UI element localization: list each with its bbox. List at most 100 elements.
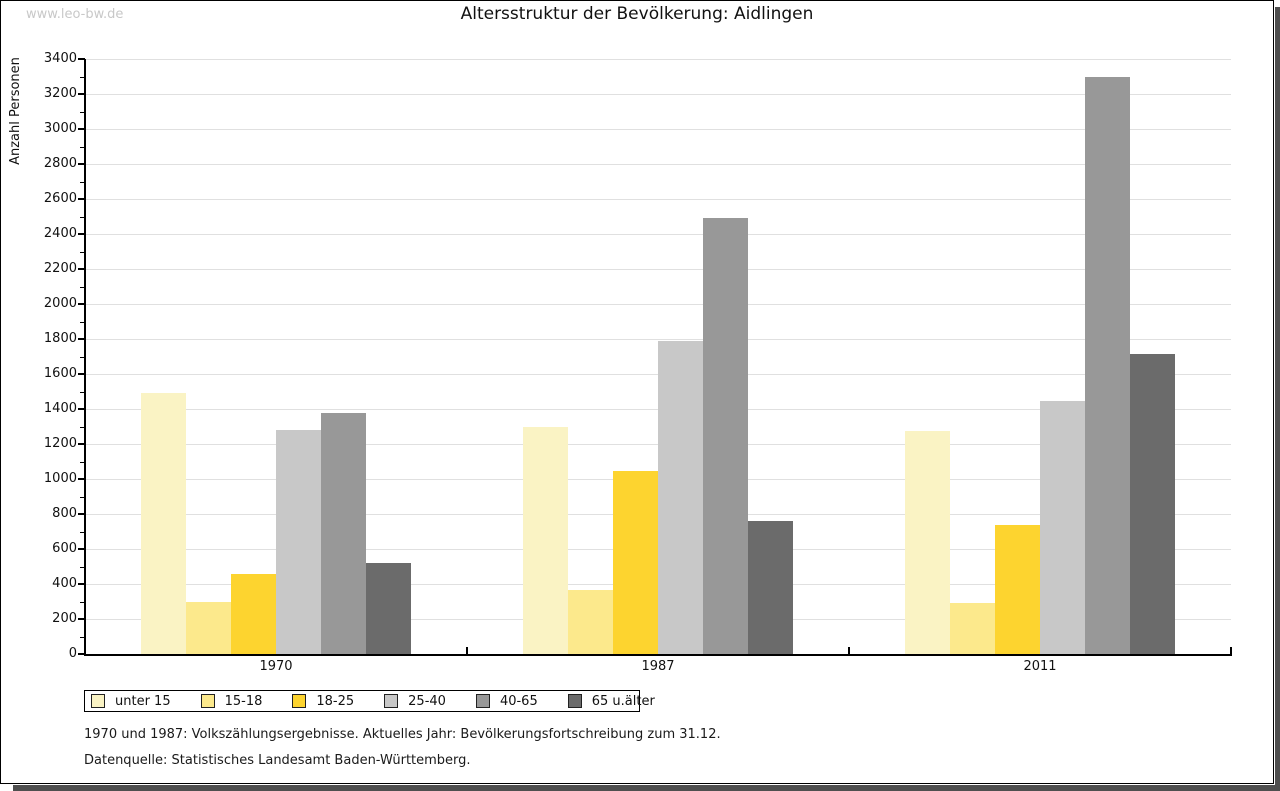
y-tick-label-1600: 1600 xyxy=(43,366,77,381)
y-axis-line xyxy=(84,59,86,656)
legend-item-unter-15: unter 15 xyxy=(91,694,171,709)
y-minor-tick-2900 xyxy=(80,146,85,148)
bar-2011-15-18 xyxy=(950,603,995,654)
y-tick-1400 xyxy=(78,408,85,410)
y-tick-3000 xyxy=(78,128,85,130)
legend-item-25-40: 25-40 xyxy=(384,694,446,709)
footnote-line-2: Datenquelle: Statistisches Landesamt Bad… xyxy=(84,753,471,768)
y-minor-tick-900 xyxy=(80,496,85,498)
y-minor-tick-3100 xyxy=(80,111,85,113)
bar-1970-25-40 xyxy=(276,430,321,654)
legend-label: 25-40 xyxy=(408,693,446,709)
x-category-label-1987: 1987 xyxy=(641,659,675,674)
y-tick-1600 xyxy=(78,373,85,375)
y-minor-tick-2700 xyxy=(80,181,85,183)
y-tick-1800 xyxy=(78,338,85,340)
x-category-label-1970: 1970 xyxy=(259,659,293,674)
y-tick-label-400: 400 xyxy=(52,576,77,591)
bar-1987-65-u.älter xyxy=(748,521,793,654)
y-minor-tick-1300 xyxy=(80,426,85,428)
bar-2011-unter-15 xyxy=(905,430,950,654)
gridline-2600 xyxy=(85,199,1231,200)
bar-1987-15-18 xyxy=(568,590,613,654)
y-tick-label-1800: 1800 xyxy=(43,331,77,346)
x-boundary-tick-3 xyxy=(1230,647,1232,654)
y-minor-tick-300 xyxy=(80,601,85,603)
y-tick-0 xyxy=(78,653,85,655)
y-tick-label-1000: 1000 xyxy=(43,471,77,486)
bar-2011-25-40 xyxy=(1040,401,1085,654)
gridline-1800 xyxy=(85,339,1231,340)
y-tick-200 xyxy=(78,618,85,620)
y-minor-tick-1900 xyxy=(80,321,85,323)
legend-item-40-65: 40-65 xyxy=(475,693,538,709)
bar-1970-65-u.älter xyxy=(366,563,411,654)
bar-1987-unter-15 xyxy=(523,426,568,654)
legend-item-65-u.älter: 65 u.älter xyxy=(567,693,655,709)
legend-label: 18-25 xyxy=(316,693,355,709)
y-tick-label-200: 200 xyxy=(52,611,77,626)
bar-2011-40-65 xyxy=(1085,76,1130,654)
y-minor-tick-1500 xyxy=(80,391,85,393)
gridline-2800 xyxy=(85,164,1231,165)
window-drop-shadow-right xyxy=(1275,7,1280,791)
y-tick-2200 xyxy=(78,268,85,270)
y-minor-tick-1700 xyxy=(80,356,85,358)
y-minor-tick-2100 xyxy=(80,286,85,288)
y-tick-1200 xyxy=(78,443,85,445)
bar-1970-40-65 xyxy=(321,413,366,654)
y-tick-label-2200: 2200 xyxy=(43,261,77,276)
y-tick-3200 xyxy=(78,93,85,95)
y-tick-2800 xyxy=(78,163,85,165)
bar-1987-40-65 xyxy=(703,218,748,654)
y-minor-tick-3300 xyxy=(80,76,85,78)
legend-swatch-icon xyxy=(292,694,307,708)
bar-1970-18-25 xyxy=(231,573,276,654)
gridline-2000 xyxy=(85,304,1231,305)
x-category-label-2011: 2011 xyxy=(1023,659,1057,674)
bar-1970-unter-15 xyxy=(141,393,186,654)
x-boundary-tick-1 xyxy=(466,647,468,654)
legend-swatch-icon xyxy=(91,694,105,708)
y-axis-title: Anzahl Personen xyxy=(8,57,23,165)
y-tick-label-0: 0 xyxy=(68,646,77,661)
y-tick-label-800: 800 xyxy=(52,506,77,521)
legend-swatch-icon xyxy=(384,694,399,708)
y-tick-label-2400: 2400 xyxy=(43,226,77,241)
y-tick-2600 xyxy=(78,198,85,200)
footnote-line-1: 1970 und 1987: Volkszählungsergebnisse. … xyxy=(84,727,721,742)
y-tick-1000 xyxy=(78,478,85,480)
y-minor-tick-700 xyxy=(80,531,85,533)
chart-title: Altersstruktur der Bevölkerung: Aidlinge… xyxy=(460,4,814,24)
bar-1987-25-40 xyxy=(658,340,703,654)
y-tick-600 xyxy=(78,548,85,550)
y-minor-tick-500 xyxy=(80,566,85,568)
legend-label: 65 u.älter xyxy=(591,693,655,709)
y-tick-3400 xyxy=(78,58,85,60)
legend-item-18-25: 18-25 xyxy=(292,694,354,709)
gridline-3200 xyxy=(85,94,1231,95)
gridline-2200 xyxy=(85,269,1231,270)
y-tick-label-2800: 2800 xyxy=(43,156,77,171)
x-boundary-tick-2 xyxy=(848,647,850,654)
watermark: www.leo-bw.de xyxy=(26,7,124,22)
x-axis-line xyxy=(84,654,1232,656)
legend-swatch-icon xyxy=(475,694,490,708)
y-tick-2400 xyxy=(78,233,85,235)
y-tick-label-1200: 1200 xyxy=(43,436,77,451)
y-tick-800 xyxy=(78,513,85,515)
y-minor-tick-1100 xyxy=(80,461,85,463)
legend-label: 15-18 xyxy=(224,693,263,709)
y-tick-label-3200: 3200 xyxy=(43,86,77,101)
legend-label: 40-65 xyxy=(499,693,538,709)
legend-swatch-icon xyxy=(567,694,582,708)
bar-2011-18-25 xyxy=(995,524,1040,654)
legend: unter 15 15-18 18-25 25-40 40-65 65 u.älter xyxy=(84,690,655,712)
y-tick-label-600: 600 xyxy=(52,541,77,556)
y-tick-label-1400: 1400 xyxy=(43,401,77,416)
gridline-3400 xyxy=(85,59,1231,60)
bar-2011-65-u.älter xyxy=(1130,353,1175,654)
y-tick-2000 xyxy=(78,303,85,305)
